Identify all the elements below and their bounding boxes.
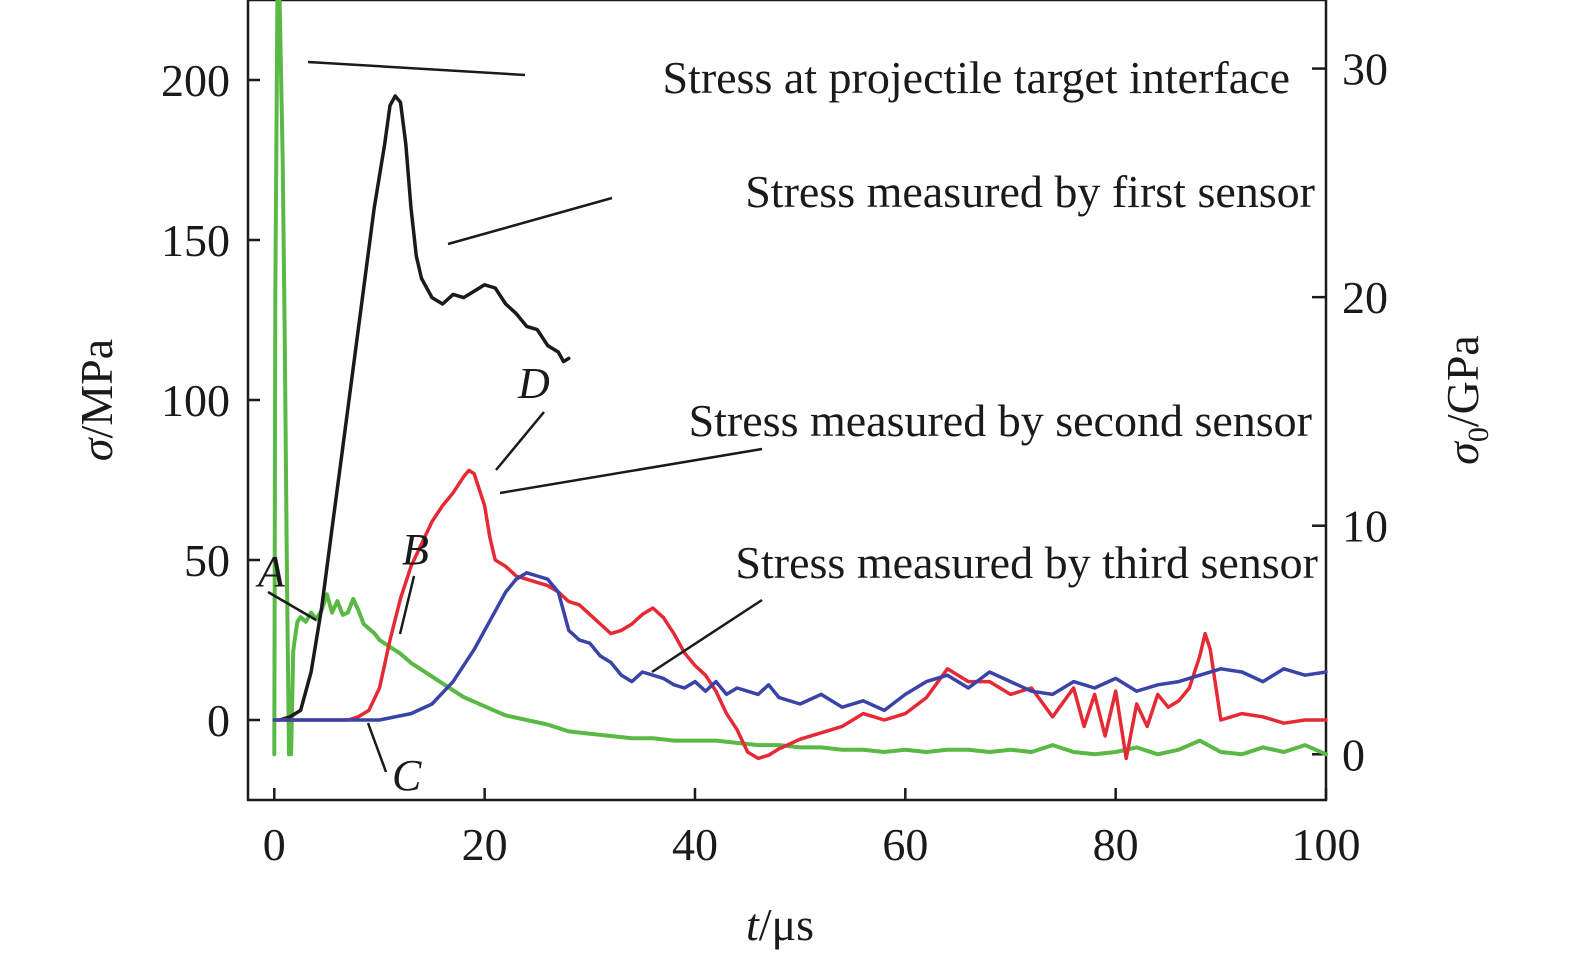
x-tick-label: 20 — [462, 819, 508, 870]
annotation-second-sensor: Stress measured by second sensor — [689, 395, 1312, 446]
leader-interface — [307, 60, 526, 77]
series-line-third — [272, 571, 1328, 722]
leader-d — [495, 411, 545, 471]
point-label-a: A — [255, 547, 286, 596]
y2-tick-label: 30 — [1342, 44, 1388, 95]
leader-c — [366, 722, 388, 773]
x-axis-var: t — [746, 899, 760, 950]
annotation-interface: Stress at projectile target interface — [662, 52, 1290, 103]
x-tick-label: 0 — [263, 819, 286, 870]
y-tick-label: 150 — [161, 215, 230, 266]
y2-axis-sub: 0 — [1462, 427, 1495, 442]
x-tick-label: 100 — [1292, 819, 1361, 870]
annotation-third-sensor: Stress measured by third sensor — [735, 537, 1318, 588]
y-axis-unit: /MPa — [71, 339, 122, 439]
x-tick-label: 60 — [882, 819, 928, 870]
y2-tick-label: 20 — [1342, 272, 1388, 323]
y2-axis-label: σ0/GPa — [1437, 335, 1495, 465]
leader-a — [267, 590, 317, 622]
leader-third — [651, 598, 763, 674]
y2-tick-label: 10 — [1342, 501, 1388, 552]
leader-second — [499, 447, 763, 495]
series-layer — [272, 0, 1328, 761]
x-axis-unit: /μs — [759, 899, 814, 950]
x-ticks: 0 20 40 60 80 100 — [263, 788, 1361, 870]
series-line-first — [277, 94, 571, 722]
y-tick-label: 200 — [161, 55, 230, 106]
y-tick-label: 100 — [161, 375, 230, 426]
y2-tick-label: 0 — [1342, 729, 1365, 780]
series-line-second — [272, 468, 1328, 761]
x-tick-label: 80 — [1093, 819, 1139, 870]
y2-ticks: 0 10 20 30 — [1312, 44, 1388, 780]
point-label-c: C — [392, 751, 422, 800]
x-axis-label: t/μs — [746, 899, 814, 950]
y-tick-label: 0 — [207, 695, 230, 746]
y-axis-label: σ/MPa — [71, 339, 122, 461]
annotation-first-sensor: Stress measured by first sensor — [745, 166, 1315, 217]
y2-axis-var: σ — [1437, 440, 1488, 465]
x-tick-label: 40 — [672, 819, 718, 870]
leader-b — [398, 575, 416, 635]
y-tick-label: 50 — [184, 535, 230, 586]
series-line-interface — [272, 0, 1328, 757]
point-label-d: D — [517, 359, 550, 408]
y2-axis-unit: /GPa — [1437, 335, 1488, 427]
y-axis-var: σ — [71, 436, 122, 461]
leader-lines — [267, 60, 763, 773]
point-label-b: B — [402, 525, 429, 574]
leader-first — [447, 196, 613, 246]
y-ticks: 0 50 100 150 200 — [161, 55, 260, 746]
